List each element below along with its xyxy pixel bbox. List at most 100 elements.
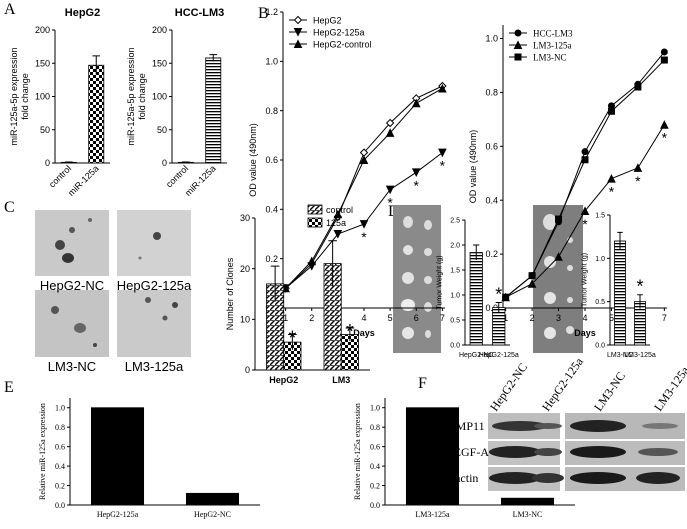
error-bar [617, 231, 623, 250]
point [581, 148, 589, 156]
legend-label: control [326, 205, 353, 215]
point [660, 56, 668, 64]
annotation: * [609, 184, 615, 200]
y-tick-label: 1.0 [595, 256, 605, 263]
error-bar [345, 327, 355, 342]
bar [492, 307, 506, 346]
legend-label: HCC-LM3 [533, 29, 573, 39]
x-tick-label: 1 [283, 313, 288, 323]
y-tick-label: 1.5 [450, 267, 460, 274]
y-tick-label: 100 [35, 92, 50, 102]
x-tick-label: HepG2-NC [459, 352, 494, 359]
y-tick-label: 200 [152, 25, 167, 35]
y-tick-label: 150 [152, 58, 167, 68]
error-bar [473, 244, 480, 260]
y-tick-label: 0.6 [55, 442, 65, 451]
point [660, 48, 668, 56]
bar [90, 407, 145, 506]
point [438, 148, 447, 158]
annotation: * [414, 177, 420, 193]
point [438, 83, 447, 93]
x-tick-label: LM3-NC [607, 352, 633, 359]
legend-label: LM3-NC [533, 53, 567, 63]
legend-marker [513, 40, 523, 49]
y-tick-label: 2.0 [450, 242, 460, 249]
y-tick-label: 0.0 [485, 303, 498, 313]
point [411, 168, 421, 177]
y-tick-label: 0.0 [55, 501, 65, 510]
point [555, 215, 563, 223]
annotation: * [495, 285, 502, 305]
y-tick-label: 200 [35, 25, 50, 35]
bar [500, 497, 555, 506]
y-tick-label: 0.0 [450, 342, 460, 349]
y-tick-label: 0.0 [595, 342, 605, 349]
legend-swatch [307, 204, 323, 215]
legend-label: HepG2-control [313, 40, 372, 50]
y-tick-label: 1.5 [595, 212, 605, 219]
x-tick-label: 5 [388, 313, 393, 323]
blot-column: HepG2-125a [539, 354, 586, 413]
y-tick-label: 30 [240, 213, 250, 223]
y-tick-label: 0.0 [370, 501, 380, 510]
legend-marker [293, 39, 303, 48]
x-tick-label: 6 [414, 313, 419, 323]
y-tick-label: 50 [157, 125, 167, 135]
x-tick-label: 3 [556, 313, 561, 323]
x-tick-label: 4 [582, 313, 587, 323]
error-bar [328, 240, 337, 287]
legend-label: HepG2 [313, 16, 342, 26]
x-tick-label: 4 [361, 313, 366, 323]
x-tick-label: LM3-125a [415, 510, 450, 519]
point [633, 163, 643, 172]
y-tick-label: 10 [240, 314, 250, 324]
y-tick-label: 0.6 [485, 141, 498, 151]
error-bar [64, 161, 73, 163]
y-tick-label: 1.0 [265, 56, 278, 66]
legend-label: LM3-125a [533, 41, 572, 51]
y-axis-label: miR-125a-5p expression [9, 47, 19, 145]
y-tick-label: 0.4 [485, 195, 498, 205]
y-tick-label: 0.2 [485, 249, 498, 259]
bar [205, 57, 222, 164]
x-tick-label: LM3 [332, 375, 350, 385]
point [581, 156, 589, 164]
point [528, 272, 536, 280]
annotation: * [361, 229, 367, 245]
x-tick-label: control [164, 163, 190, 189]
photo-label: HepG2-125a [117, 278, 192, 293]
point [527, 279, 537, 288]
annotation: * [662, 130, 668, 146]
x-tick-label: LM3-NC [513, 510, 543, 519]
point [660, 120, 669, 129]
point [385, 118, 395, 128]
x-tick-label: HepG2-NC [194, 510, 231, 519]
annotation: * [387, 195, 393, 211]
y-axis-label: fold change [20, 73, 30, 120]
point [554, 252, 563, 261]
y-tick-label: 2.5 [450, 217, 460, 224]
bar [469, 252, 483, 346]
legend-marker [293, 15, 303, 25]
x-tick-label: LM3-125a [624, 352, 656, 359]
photo-label: LM3-NC [48, 359, 96, 374]
y-tick-label: 20 [240, 264, 250, 274]
y-axis-label: Number of Clones [225, 257, 235, 330]
y-tick-label: 0.5 [595, 299, 605, 306]
x-tick-label: control [47, 163, 73, 189]
point [634, 83, 642, 91]
x-axis-label: Days [574, 328, 596, 338]
chart-title: HCC-LM3 [175, 7, 225, 19]
point [307, 256, 317, 266]
x-tick-label: 5 [609, 313, 614, 323]
y-tick-label: 0 [245, 365, 250, 375]
y-axis-label: fold change [137, 73, 147, 120]
y-axis-label: OD value (490nm) [248, 123, 258, 197]
annotation: * [440, 158, 446, 174]
y-tick-label: 150 [35, 58, 50, 68]
y-tick-label: 1.2 [265, 7, 278, 17]
y-tick-label: 100 [152, 92, 167, 102]
point [333, 209, 343, 219]
legend-marker [293, 28, 303, 37]
legend-label: HepG2-125a [313, 28, 365, 38]
